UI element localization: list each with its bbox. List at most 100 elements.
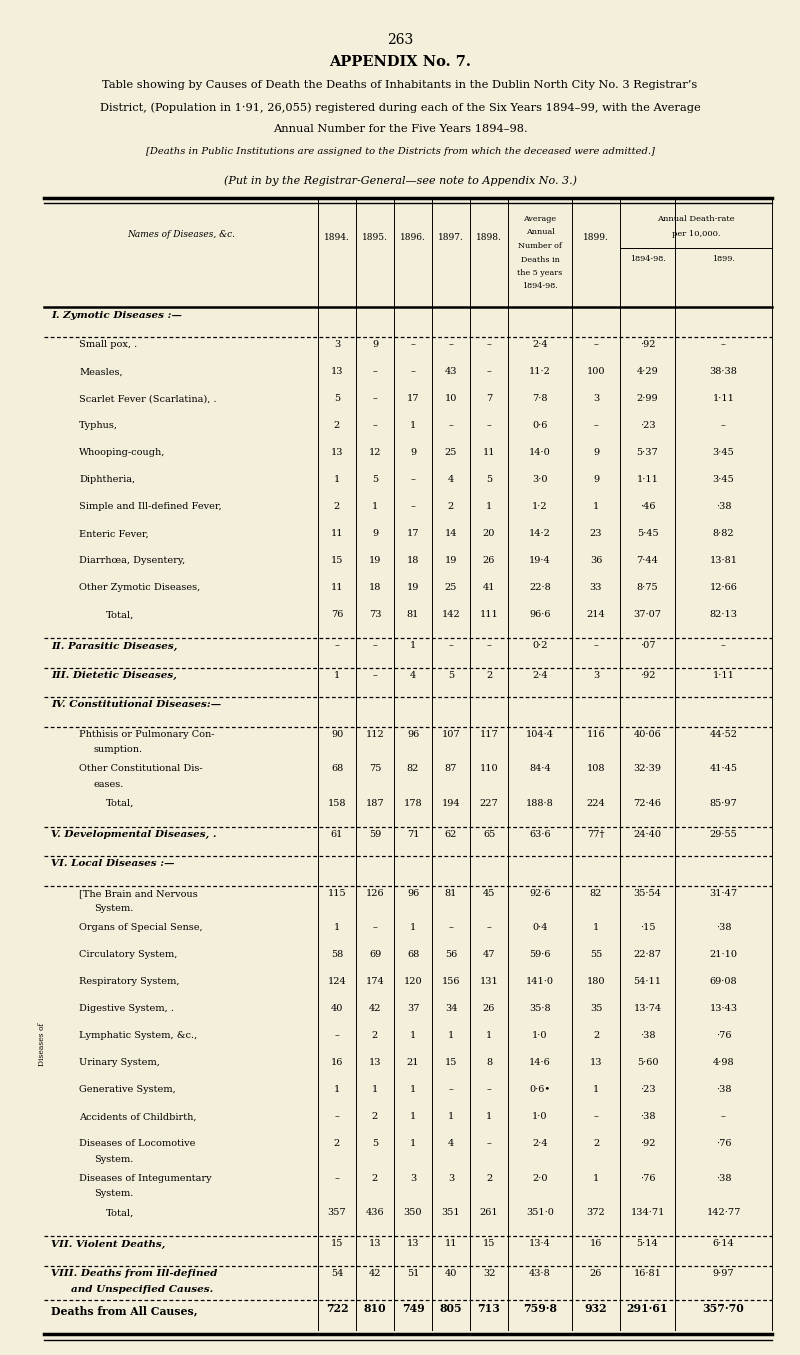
Text: 82: 82 [407, 764, 419, 774]
Text: 1: 1 [410, 1112, 416, 1122]
Text: 1896.: 1896. [400, 233, 426, 243]
Text: 188·8: 188·8 [526, 799, 554, 808]
Text: 20: 20 [483, 530, 495, 538]
Text: –: – [334, 641, 339, 650]
Text: 15: 15 [331, 557, 343, 565]
Text: 1: 1 [334, 476, 340, 485]
Text: 13·74: 13·74 [634, 1004, 662, 1014]
Text: –: – [721, 1112, 726, 1122]
Text: I. Zymotic Diseases :—: I. Zymotic Diseases :— [51, 312, 182, 320]
Text: 4·29: 4·29 [637, 367, 658, 377]
Text: 2·0: 2·0 [532, 1173, 548, 1183]
Text: 1895.: 1895. [362, 233, 388, 243]
Text: 14·6: 14·6 [529, 1058, 551, 1068]
Text: 33: 33 [590, 584, 602, 592]
Text: 1: 1 [372, 1085, 378, 1095]
Text: ·23: ·23 [640, 421, 655, 431]
Text: 9: 9 [410, 449, 416, 458]
Text: 84·4: 84·4 [529, 764, 551, 774]
Text: 3: 3 [593, 671, 599, 680]
Text: 116: 116 [586, 730, 606, 738]
Text: 357: 357 [328, 1209, 346, 1218]
Text: 17: 17 [406, 394, 419, 404]
Text: –: – [594, 340, 598, 350]
Text: 81: 81 [407, 611, 419, 619]
Text: –: – [449, 421, 454, 431]
Text: 1·11: 1·11 [637, 476, 658, 485]
Text: 35·54: 35·54 [634, 889, 662, 898]
Text: 12·66: 12·66 [710, 584, 738, 592]
Text: 22·87: 22·87 [634, 950, 662, 959]
Text: 1899.: 1899. [583, 233, 609, 243]
Text: 713: 713 [478, 1304, 501, 1314]
Text: 2: 2 [486, 671, 492, 680]
Text: 261: 261 [480, 1209, 498, 1218]
Text: the 5 years: the 5 years [518, 270, 562, 276]
Text: –: – [486, 421, 491, 431]
Text: 3·45: 3·45 [713, 476, 734, 485]
Text: [The Brain and Nervous: [The Brain and Nervous [79, 889, 198, 898]
Text: 2: 2 [372, 1031, 378, 1041]
Text: Deaths from All Causes,: Deaths from All Causes, [51, 1305, 198, 1317]
Text: –: – [373, 924, 378, 932]
Text: 357·70: 357·70 [702, 1304, 744, 1314]
Text: III. Dietetic Diseases,: III. Dietetic Diseases, [51, 671, 177, 680]
Text: 6·14: 6·14 [713, 1240, 734, 1248]
Text: 142: 142 [442, 611, 460, 619]
Text: Accidents of Childbirth,: Accidents of Childbirth, [79, 1112, 197, 1122]
Text: 37: 37 [406, 1004, 419, 1014]
Text: 2: 2 [486, 1173, 492, 1183]
Text: 187: 187 [366, 799, 384, 808]
Text: IV. Constitutional Diseases:—: IV. Constitutional Diseases:— [51, 701, 221, 710]
Text: 350: 350 [404, 1209, 422, 1218]
Text: 0·6: 0·6 [532, 421, 548, 431]
Text: 4: 4 [448, 1140, 454, 1149]
Text: 749: 749 [402, 1304, 424, 1314]
Text: 75: 75 [369, 764, 381, 774]
Text: 2·99: 2·99 [637, 394, 658, 404]
Text: 263: 263 [387, 33, 413, 47]
Text: 17: 17 [406, 530, 419, 538]
Text: 61: 61 [331, 831, 343, 839]
Text: 100: 100 [586, 367, 606, 377]
Text: 59·6: 59·6 [530, 950, 550, 959]
Text: 107: 107 [442, 730, 460, 738]
Text: 10: 10 [445, 394, 457, 404]
Text: 2: 2 [593, 1140, 599, 1149]
Text: 1·11: 1·11 [713, 394, 734, 404]
Text: Other Constitutional Dis-: Other Constitutional Dis- [79, 764, 202, 774]
Text: 1897.: 1897. [438, 233, 464, 243]
Text: 9: 9 [372, 530, 378, 538]
Text: (Put in by the Registrar-General—see note to Appendix No. 3.): (Put in by the Registrar-General—see not… [223, 175, 577, 186]
Text: 1: 1 [410, 641, 416, 650]
Text: Urinary System,: Urinary System, [79, 1058, 160, 1068]
Text: 19·4: 19·4 [529, 557, 551, 565]
Text: 1: 1 [410, 421, 416, 431]
Text: 24·40: 24·40 [634, 831, 662, 839]
Text: 120: 120 [404, 977, 422, 986]
Text: 1: 1 [486, 1031, 492, 1041]
Text: –: – [486, 1085, 491, 1095]
Text: 5: 5 [486, 476, 492, 485]
Text: 73: 73 [369, 611, 382, 619]
Text: –: – [449, 340, 454, 350]
Text: Diseases of Integumentary: Diseases of Integumentary [79, 1173, 212, 1183]
Text: 112: 112 [366, 730, 384, 738]
Text: 2: 2 [334, 503, 340, 511]
Text: Other Zymotic Diseases,: Other Zymotic Diseases, [79, 584, 200, 592]
Text: Measles,: Measles, [79, 367, 122, 377]
Text: 11: 11 [482, 449, 495, 458]
Text: 5: 5 [372, 476, 378, 485]
Text: 1: 1 [593, 503, 599, 511]
Text: Number of: Number of [518, 243, 562, 251]
Text: 1: 1 [486, 503, 492, 511]
Text: 72·46: 72·46 [634, 799, 662, 808]
Text: 85·97: 85·97 [710, 799, 738, 808]
Text: 1899.: 1899. [712, 255, 735, 263]
Text: –: – [373, 394, 378, 404]
Text: 41·45: 41·45 [710, 764, 738, 774]
Text: 96: 96 [407, 889, 419, 898]
Text: System.: System. [94, 1190, 134, 1199]
Text: Whooping-cough,: Whooping-cough, [79, 449, 166, 458]
Text: 5·60: 5·60 [637, 1058, 658, 1068]
